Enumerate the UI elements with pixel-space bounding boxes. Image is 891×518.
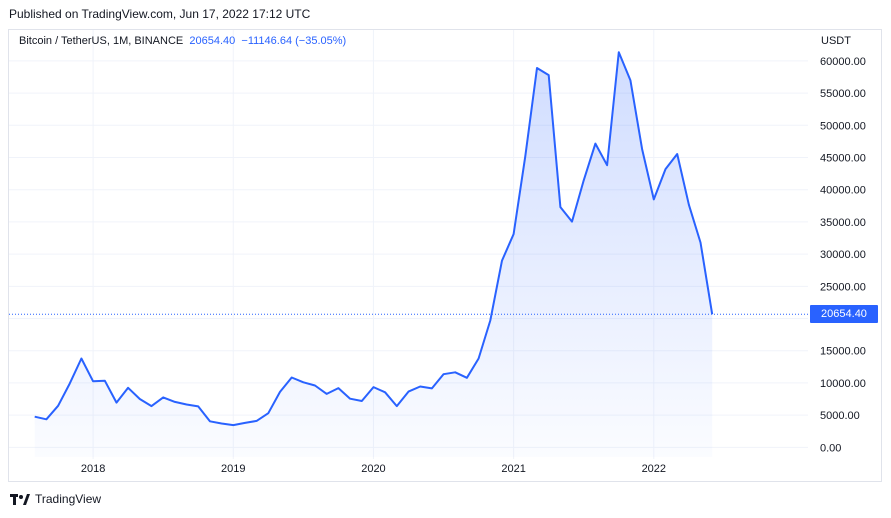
series-line (9, 51, 808, 427)
x-axis-labels: 2018 2019 2020 2021 2022 (81, 463, 666, 475)
y-tick-label: 60000.00 (820, 56, 866, 68)
last-price: 20654.40 (189, 35, 236, 47)
x-tick-label: 2019 (221, 463, 245, 475)
x-tick-label: 2022 (642, 463, 666, 475)
chart-frame (8, 29, 882, 482)
symbol-legend: Bitcoin / TetherUS, 1M, BINANCE 20654.40… (19, 35, 346, 47)
y-tick-label: 55000.00 (820, 88, 866, 100)
currency-unit: USDT (821, 35, 851, 47)
price-change: −11146.64 (−35.05%) (241, 35, 347, 47)
y-tick-label: 45000.00 (820, 152, 866, 164)
last-price-badge: 20654.40 (810, 305, 878, 324)
y-tick-label: 15000.00 (820, 346, 866, 358)
brand-name: TradingView (35, 492, 102, 506)
x-tick-label: 2018 (81, 463, 105, 475)
y-tick-label: 50000.00 (820, 120, 866, 132)
footer-brand[interactable]: TradingView (10, 492, 101, 506)
y-tick-label: 40000.00 (820, 185, 866, 197)
y-tick-label: 35000.00 (820, 217, 866, 229)
y-tick-label: 10000.00 (820, 378, 866, 390)
symbol-name: Bitcoin / TetherUS, 1M, BINANCE (19, 35, 184, 47)
x-tick-label: 2020 (361, 463, 385, 475)
published-caption: Published on TradingView.com, Jun 17, 20… (9, 7, 311, 21)
tradingview-logo-icon (10, 493, 30, 505)
y-tick-label: 5000.00 (820, 410, 860, 422)
area-path (34, 52, 713, 457)
area-fill (34, 52, 713, 457)
x-tick-label: 2021 (501, 463, 525, 475)
y-tick-label: 0.00 (820, 442, 841, 454)
y-tick-label: 30000.00 (820, 249, 866, 261)
y-axis-labels: 0.005000.0010000.0015000.0020000.0025000… (820, 56, 866, 454)
y-tick-label: 25000.00 (820, 281, 866, 293)
